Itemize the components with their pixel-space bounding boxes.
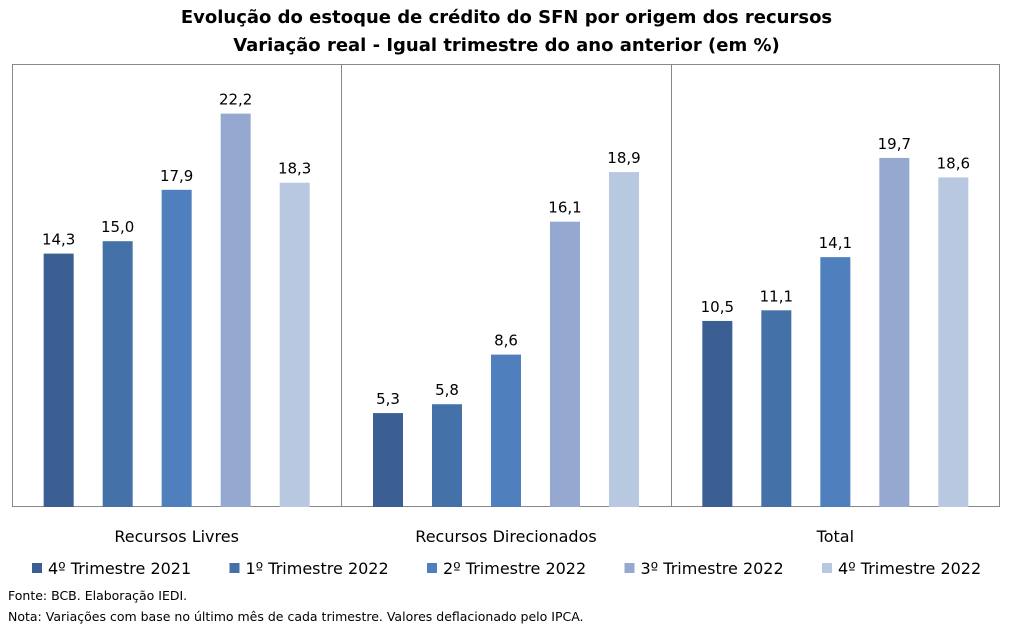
legend-swatch	[822, 563, 832, 573]
method-note: Nota: Variações com base no último mês d…	[8, 609, 584, 624]
bar-recursos-direcionados-2-trimestre-2022	[491, 354, 521, 507]
data-label-total-1-trimestre-2022: 11,1	[760, 287, 793, 305]
category-label-total: Total	[816, 527, 854, 546]
bar-total-4-trimestre-2022	[938, 177, 969, 507]
data-labels: 14,3 15,0 17,9 22,2 18,3 5,3 5,8 8,6 16,1 18,9 10,…	[42, 91, 970, 408]
bar-recursos-livres-4-trimestre-2022	[279, 182, 310, 507]
bar-recursos-direcionados-1-trimestre-2022	[432, 404, 462, 507]
legend-item-4-trimestre-2021: 4º Trimestre 2021	[32, 559, 191, 578]
bar-recursos-livres-1-trimestre-2022	[102, 241, 133, 507]
data-label-recursos-livres-1-trimestre-2022: 15,0	[101, 218, 134, 236]
data-label-total-4-trimestre-2022: 18,6	[937, 154, 970, 172]
legend-item-4-trimestre-2022: 4º Trimestre 2022	[822, 559, 981, 578]
legend-item-3-trimestre-2022: 3º Trimestre 2022	[624, 559, 784, 578]
legend: 4º Trimestre 2021 1º Trimestre 2022 2º Tri…	[32, 559, 981, 578]
legend-swatch	[624, 563, 635, 573]
bar-recursos-direcionados-4-trimestre-2022	[609, 172, 639, 508]
chart-subtitle: Variação real - Igual trimestre do ano a…	[233, 35, 780, 56]
source-note: Fonte: BCB. Elaboração IEDI.	[8, 588, 188, 603]
category-label-recursos-direcionados: Recursos Direcionados	[415, 527, 596, 546]
bar-recursos-direcionados-3-trimestre-2022	[550, 221, 580, 507]
legend-label: 1º Trimestre 2022	[246, 559, 389, 578]
data-label-total-3-trimestre-2022: 19,7	[878, 135, 911, 153]
bar-recursos-direcionados-4-trimestre-2021	[373, 413, 403, 507]
category-axis: Recursos Livres Recursos Direcionados Tota…	[114, 527, 854, 546]
legend-swatch	[229, 563, 240, 573]
data-label-recursos-direcionados-4-trimestre-2021: 5,3	[376, 390, 400, 408]
bar-total-2-trimestre-2022	[820, 257, 851, 507]
legend-label: 2º Trimestre 2022	[443, 559, 586, 578]
legend-item-1-trimestre-2022: 1º Trimestre 2022	[229, 559, 389, 578]
bars	[43, 113, 969, 508]
data-label-recursos-livres-3-trimestre-2022: 22,2	[219, 91, 252, 109]
data-label-recursos-direcionados-4-trimestre-2022: 18,9	[607, 149, 640, 167]
legend-label: 3º Trimestre 2022	[641, 559, 784, 578]
data-label-recursos-direcionados-1-trimestre-2022: 5,8	[435, 381, 459, 399]
bar-total-4-trimestre-2021	[702, 320, 733, 507]
legend-label: 4º Trimestre 2022	[838, 559, 981, 578]
legend-swatch	[32, 563, 42, 573]
data-label-recursos-direcionados-2-trimestre-2022: 8,6	[494, 332, 518, 350]
bar-recursos-livres-2-trimestre-2022	[161, 189, 192, 507]
data-label-recursos-direcionados-3-trimestre-2022: 16,1	[548, 199, 581, 217]
legend-label: 4º Trimestre 2021	[48, 559, 191, 578]
bar-total-1-trimestre-2022	[761, 310, 792, 507]
legend-swatch	[427, 563, 437, 573]
data-label-recursos-livres-4-trimestre-2021: 14,3	[42, 231, 75, 249]
legend-item-2-trimestre-2022: 2º Trimestre 2022	[427, 559, 586, 578]
bar-recursos-livres-3-trimestre-2022	[220, 113, 251, 507]
data-label-total-4-trimestre-2021: 10,5	[701, 298, 734, 316]
bar-recursos-livres-4-trimestre-2021	[43, 253, 74, 507]
chart-title: Evolução do estoque de crédito do SFN po…	[180, 7, 833, 28]
data-label-recursos-livres-2-trimestre-2022: 17,9	[160, 167, 193, 185]
data-label-recursos-livres-4-trimestre-2022: 18,3	[278, 160, 311, 178]
category-label-recursos-livres: Recursos Livres	[114, 527, 239, 546]
data-label-total-2-trimestre-2022: 14,1	[819, 234, 852, 252]
bar-total-3-trimestre-2022	[879, 157, 910, 507]
